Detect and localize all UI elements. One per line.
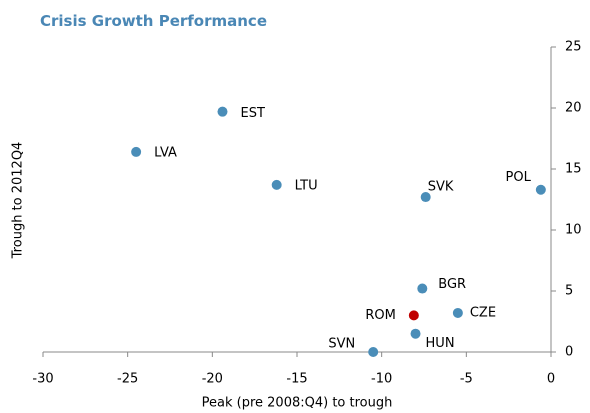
y-axis-title: Trough to 2012Q4 (11, 142, 26, 260)
x-axis-title: Peak (pre 2008:Q4) to trough (202, 396, 393, 411)
y-tick-label: 0 (565, 345, 573, 360)
point (420, 192, 431, 203)
point (408, 310, 419, 321)
y-tick-label: 10 (565, 223, 582, 238)
point (131, 146, 142, 157)
y-tick-label: 5 (565, 284, 573, 299)
y-tick-label: 25 (565, 40, 582, 55)
point-label: SVK (428, 180, 454, 195)
point (368, 347, 379, 357)
point (410, 328, 421, 339)
y-tick-label: 20 (565, 101, 582, 116)
point (217, 106, 228, 117)
point-label: HUN (426, 336, 455, 351)
chart-title: Crisis Growth Performance (40, 12, 267, 30)
point (417, 283, 428, 294)
x-tick-label: -10 (371, 372, 392, 387)
x-tick-label: -15 (286, 372, 307, 387)
y-tick-label: 15 (565, 162, 582, 177)
point (452, 307, 463, 318)
x-tick-label: -30 (32, 372, 53, 387)
point (535, 184, 546, 195)
point-label: BGR (438, 277, 466, 292)
point-label: ROM (365, 308, 395, 323)
x-tick-label: -5 (460, 372, 473, 387)
x-tick-label: -20 (202, 372, 223, 387)
point-label: LVA (154, 145, 177, 160)
point-label: LTU (295, 178, 318, 193)
point-label: SVN (328, 337, 355, 352)
point (271, 179, 282, 190)
point-label: EST (240, 106, 264, 121)
point-label: CZE (470, 305, 496, 320)
point-label: POL (506, 170, 532, 185)
x-tick-label: -25 (117, 372, 138, 387)
x-tick-label: 0 (547, 372, 555, 387)
